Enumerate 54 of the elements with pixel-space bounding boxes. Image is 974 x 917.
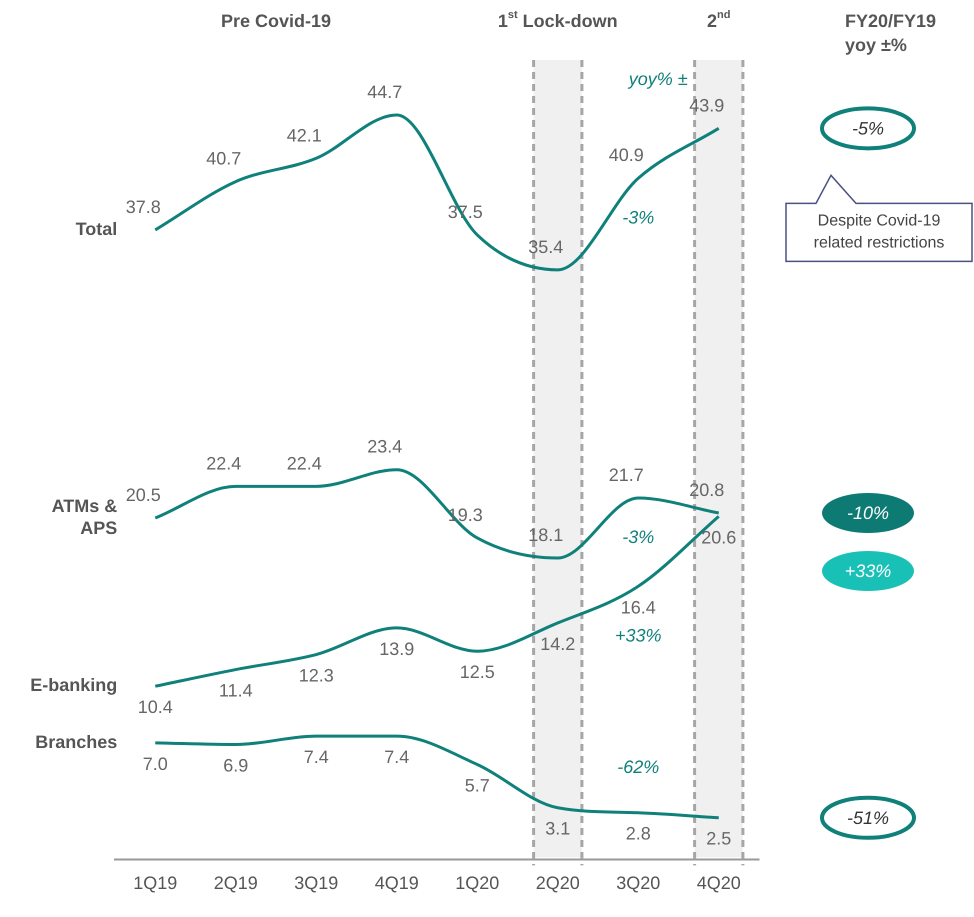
data-label: 11.4 xyxy=(218,680,253,701)
annotation: +33% xyxy=(614,625,662,646)
data-label: 2.5 xyxy=(706,828,732,849)
data-label: 10.4 xyxy=(138,697,173,718)
data-label: 40.9 xyxy=(608,145,644,166)
text: -51% xyxy=(846,808,890,828)
data-label: 18.1 xyxy=(528,524,564,545)
text: +33% xyxy=(844,561,892,582)
x-tick-label: 4Q19 xyxy=(374,873,419,894)
data-label: 23.4 xyxy=(367,436,402,457)
data-label: 12.3 xyxy=(298,666,334,686)
data-label: 16.4 xyxy=(620,597,656,618)
x-tick-label: 1Q20 xyxy=(455,873,500,894)
text: -10% xyxy=(846,503,890,524)
data-label: 7.4 xyxy=(384,747,410,768)
data-label: 42.1 xyxy=(286,125,322,146)
data-label: 14.2 xyxy=(540,634,576,654)
x-tick-label: 3Q20 xyxy=(616,873,660,894)
data-label: 37.8 xyxy=(126,196,161,217)
data-label: 12.5 xyxy=(460,662,495,682)
data-label: 5.7 xyxy=(464,775,490,796)
text: -5% xyxy=(852,118,884,138)
data-label: 20.5 xyxy=(126,484,161,505)
text: ATMs & APS xyxy=(52,496,118,538)
data-label: 44.7 xyxy=(367,82,402,102)
data-label: 43.9 xyxy=(689,95,724,116)
text: Total xyxy=(76,218,118,239)
data-label: 3.1 xyxy=(545,818,570,839)
annotation: -62% xyxy=(617,756,660,777)
annotation: -3% xyxy=(622,527,654,548)
data-label: 6.9 xyxy=(223,755,248,776)
data-label: 7.0 xyxy=(142,754,168,774)
data-label: 13.9 xyxy=(379,638,414,659)
x-tick-label: 3Q19 xyxy=(294,873,338,894)
x-tick-label: 2Q20 xyxy=(536,873,580,894)
text: Pre Covid-19 xyxy=(220,10,332,31)
data-label: 40.7 xyxy=(206,148,242,169)
x-tick-label: 2Q19 xyxy=(214,873,258,894)
data-label: 21.7 xyxy=(608,464,644,485)
data-label: 7.4 xyxy=(304,747,329,768)
text: Branches xyxy=(35,732,118,752)
annotation: -3% xyxy=(622,207,654,228)
data-label: 20.8 xyxy=(689,480,724,500)
data-label: 20.6 xyxy=(701,527,736,548)
data-label: 2.8 xyxy=(626,824,651,844)
data-label: 22.4 xyxy=(286,453,322,474)
text: yoy% ± xyxy=(626,69,688,89)
text: FY20/FY19 yoy ±% xyxy=(845,10,936,55)
data-label: 22.4 xyxy=(206,453,242,474)
x-tick-label: 1Q19 xyxy=(133,873,178,894)
data-label: 35.4 xyxy=(528,236,564,257)
text: E-banking xyxy=(30,675,118,696)
text: Despite Covid-19 related restrictions xyxy=(814,212,944,252)
x-tick-label: 4Q20 xyxy=(696,873,741,894)
